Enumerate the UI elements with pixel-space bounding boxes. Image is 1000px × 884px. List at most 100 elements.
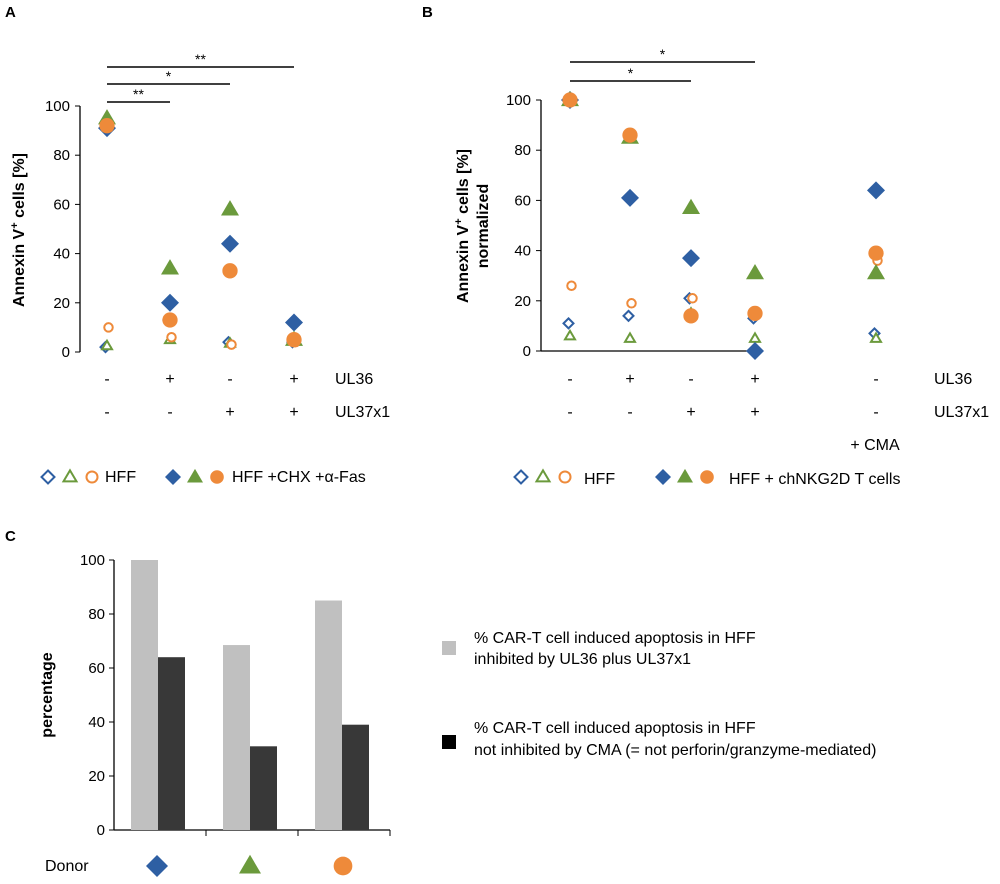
panel-a-y-tick-label: 0 <box>62 344 70 361</box>
panel-b-legend-filled-diamond-marker <box>655 469 671 485</box>
panel-c-x-axis-label: Donor <box>45 858 89 875</box>
panel-a-point-circle-filled <box>162 312 178 328</box>
panel-a-legend-open-label: HFF <box>105 469 136 486</box>
panel-a-legend-filled-markers <box>165 468 224 485</box>
panel-a-condition-ul37x1-sign: + <box>225 404 234 421</box>
panel-a-legend-filled-triangle-marker <box>187 468 203 483</box>
panel-c-letter: C <box>5 528 16 545</box>
panel-c-bar-inhibited <box>223 645 250 830</box>
panel-b-condition-ul37x1-sign: - <box>873 404 878 421</box>
panel-b-y-tick-label: 100 <box>506 92 531 109</box>
panel-a-axes: 0 20 40 60 80 100 <box>45 98 81 361</box>
panel-a-row-label-ul37x1: UL37x1 <box>335 404 390 421</box>
panel-c-legend-not-inhibited-line1: % CAR-T cell induced apoptosis in HFF <box>474 720 756 737</box>
panel-a-significance-label: ** <box>133 86 144 102</box>
panel-a-y-axis-label: Annexin V+ cells [%] <box>9 153 28 307</box>
panel-b-legend-filled-triangle-marker <box>677 468 693 483</box>
panel-b: B Annexin V+ cells [%] normalized 0 20 40 6… <box>422 4 989 488</box>
panel-a-legend-open-circle-marker <box>85 470 99 484</box>
panel-a-point-circle-filled <box>99 118 115 134</box>
panel-b-point-triangle-filled <box>682 198 700 215</box>
panel-a-point-circle-filled <box>222 263 238 279</box>
panel-c-donor-diamond-marker <box>146 855 168 877</box>
panel-a-condition-ul36-sign: - <box>104 371 109 388</box>
panel-b-point-circle-open <box>566 280 577 291</box>
panel-b-point-triangle-filled <box>867 264 885 280</box>
panel-a-legend-filled-circle-marker <box>210 470 224 484</box>
panel-c-y-axis-label: percentage <box>39 652 56 737</box>
panel-b-legend-filled-circle-marker <box>700 470 714 484</box>
panel-b-significance-label: * <box>660 46 666 62</box>
panel-a-condition-ul37x1-sign: - <box>104 404 109 421</box>
panel-a-y-tick-label: 20 <box>53 295 70 312</box>
panel-b-condition-ul37x1-sign: - <box>567 404 572 421</box>
panel-a-legend-open-markers <box>40 468 99 485</box>
panel-a-condition-ul37x1-sign: + <box>289 404 298 421</box>
panel-a-condition-ul36-sign: + <box>289 371 298 388</box>
panel-a-letter: A <box>5 4 16 21</box>
panel-b-y-tick-label: 0 <box>523 343 531 360</box>
panel-c-legend-inhibited-line2: inhibited by UL36 plus UL37x1 <box>474 651 691 668</box>
panel-a-legend: HFF HFF +CHX +α-Fas <box>40 468 366 486</box>
panel-b-cma-label: + CMA <box>850 437 900 454</box>
panel-b-point-circle-filled <box>747 305 763 321</box>
panel-a-condition-ul37x1-sign: - <box>167 404 172 421</box>
panel-a-point-triangle-open <box>100 338 114 351</box>
panel-b-point-circle-filled <box>622 127 638 143</box>
panel-c-bar-not-inhibited <box>158 657 185 830</box>
panel-b-y-tick-label: 60 <box>514 192 531 209</box>
panel-c-y-tick-label: 100 <box>80 552 105 569</box>
panel-b-points <box>561 90 885 360</box>
panel-b-point-circle-open <box>687 293 698 304</box>
panel-a-legend-open-triangle-marker <box>61 468 79 483</box>
panel-c-y-tick-label: 80 <box>88 606 105 623</box>
panel-a-y-tick-label: 80 <box>53 147 70 164</box>
panel-b-legend-open-triangle-marker <box>534 468 552 483</box>
panel-b-legend-open-circle-marker <box>558 470 572 484</box>
panel-c-y-tick-label: 60 <box>88 660 105 677</box>
panel-a-point-circle-open <box>166 331 177 343</box>
panel-b-legend: HFF HFF + chNKG2D T cells <box>513 468 900 488</box>
panel-b-legend-filled-markers <box>655 468 714 485</box>
panel-c-bar-inhibited <box>315 600 342 830</box>
panel-b-point-circle-filled <box>868 245 884 261</box>
panel-a-legend-filled-label: HFF +CHX +α-Fas <box>232 469 366 486</box>
panel-a-legend-open-diamond-marker <box>40 469 56 485</box>
panel-b-condition-ul36-sign: + <box>750 371 759 388</box>
panel-b-condition-ul37x1-sign: + <box>750 404 759 421</box>
panel-b-row-label-ul36: UL36 <box>934 371 972 388</box>
panel-b-axes: 0 20 40 60 80 100 <box>506 92 760 360</box>
panel-b-point-circle-filled <box>562 92 578 108</box>
panel-b-condition-ul36-sign: - <box>688 371 693 388</box>
panel-c-y-tick-label: 0 <box>97 822 105 839</box>
panel-c-legend-swatch-not-inhibited <box>442 735 456 749</box>
panel-a-y-tick-label: 40 <box>53 246 70 263</box>
panel-a-significance-label: ** <box>195 51 206 67</box>
panel-c-legend-not-inhibited-line2: not inhibited by CMA (= not perforin/gra… <box>474 742 876 759</box>
panel-b-y-tick-label: 40 <box>514 243 531 260</box>
panel-c-y-tick-label: 40 <box>88 714 105 731</box>
panel-b-condition-ul36-sign: + <box>625 371 634 388</box>
panel-b-row-label-ul37x1: UL37x1 <box>934 404 989 421</box>
panel-b-significance-label: * <box>628 65 634 81</box>
panel-c-y-tick-label: 20 <box>88 768 105 785</box>
panel-c-legend-swatch-inhibited <box>442 641 456 655</box>
panel-a-condition-ul36-sign: - <box>227 371 232 388</box>
panel-a-point-diamond-filled <box>161 293 179 312</box>
panel-b-condition-ul36-sign: - <box>567 371 572 388</box>
panel-c-donor-triangle-marker <box>239 854 261 874</box>
panel-b-condition-ul37x1-sign: - <box>627 404 632 421</box>
panel-b-legend-open-diamond-marker <box>513 469 529 485</box>
panel-a-y-tick-label: 60 <box>53 196 70 213</box>
panel-b-point-diamond-filled <box>746 342 764 360</box>
panel-b-point-diamond-filled <box>621 188 639 207</box>
panel-c-bars <box>131 560 369 830</box>
panel-a-point-circle-filled <box>286 332 302 348</box>
panel-b-legend-open-label: HFF <box>584 471 615 488</box>
panel-b-point-diamond-filled <box>867 181 885 200</box>
panel-a-row-label-ul36: UL36 <box>335 371 373 388</box>
panel-b-point-diamond-open <box>562 316 575 330</box>
panel-a-point-circle-open <box>226 339 237 350</box>
panel-b-condition-ul36-sign: - <box>873 371 878 388</box>
